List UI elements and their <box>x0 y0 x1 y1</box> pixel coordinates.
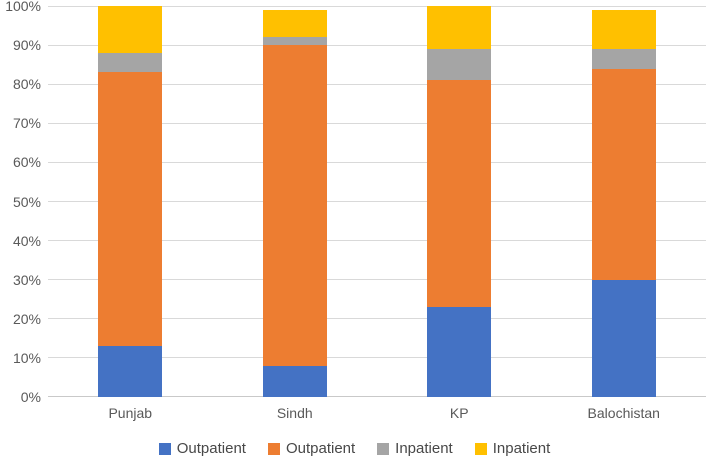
bar-segment-balochistan-series4 <box>591 9 656 50</box>
bar-segment-balochistan-series3 <box>591 49 656 69</box>
legend-label: Inpatient <box>395 440 453 457</box>
bar-slot-balochistan <box>542 6 707 397</box>
x-axis-category-label-punjab: Punjab <box>108 405 153 421</box>
legend-swatch-icon <box>377 443 390 455</box>
gridline-70% <box>48 122 706 124</box>
legend: Outpatient Outpatient Inpatient Inpatient <box>0 441 709 457</box>
y-axis-tick-label: 90% <box>12 37 41 54</box>
gridline-10% <box>48 357 706 359</box>
bar-segment-sindh-series1 <box>262 365 327 397</box>
legend-label: Outpatient <box>176 440 246 457</box>
bar-segment-punjab-series3 <box>98 52 163 73</box>
legend-item-1: Outpatient <box>158 440 246 457</box>
y-axis-tick-label: 50% <box>12 193 41 210</box>
bar-segment-balochistan-series1 <box>591 279 656 397</box>
gridline-60% <box>48 161 706 163</box>
legend-label: Outpatient <box>285 440 356 457</box>
legend-swatch-icon <box>158 443 171 455</box>
plot-area <box>48 5 706 397</box>
legend-item-3: Inpatient <box>377 441 453 457</box>
bar-segment-punjab-series1 <box>98 346 163 397</box>
gridline-80% <box>48 83 706 85</box>
bar-segment-kp-series1 <box>427 307 492 397</box>
stacked-bar-punjab <box>98 6 163 397</box>
stacked-bar-balochistan <box>591 9 656 397</box>
y-axis-tick-label: 70% <box>12 115 41 132</box>
y-axis-tick-label: 10% <box>12 349 41 366</box>
bar-segment-punjab-series4 <box>98 6 163 53</box>
y-axis-tick-label: 40% <box>12 232 41 249</box>
bar-segment-sindh-series4 <box>262 9 327 38</box>
bars-container <box>48 6 706 397</box>
gridline-100% <box>48 5 706 7</box>
stacked-bar-sindh <box>262 9 327 397</box>
stacked-bar-kp <box>427 6 492 397</box>
bar-segment-kp-series3 <box>427 49 492 81</box>
y-axis: 0% 10% 20% 30% 40% 50% 60% 70% 80% 90% 100% <box>0 0 41 404</box>
bar-segment-balochistan-series2 <box>591 68 656 280</box>
x-axis: Punjab Sindh KP Balochistan <box>48 404 706 422</box>
gridline-30% <box>48 279 706 281</box>
bar-slot-punjab <box>48 6 213 397</box>
y-axis-tick-label: 80% <box>12 76 41 93</box>
bar-slot-sindh <box>213 6 378 397</box>
legend-label: Inpatient <box>492 440 551 457</box>
x-axis-category-label-balochistan: Balochistan <box>587 405 660 421</box>
y-axis-tick-label: 100% <box>5 0 41 14</box>
x-axis-category-label-sindh: Sindh <box>276 405 313 421</box>
y-axis-tick-label: 20% <box>12 310 41 327</box>
y-axis-tick-label: 60% <box>12 154 41 171</box>
legend-swatch-icon <box>267 443 280 455</box>
x-axis-category-label-kp: KP <box>449 405 469 421</box>
y-axis-tick-label: 30% <box>12 271 41 288</box>
gridline-90% <box>48 44 706 46</box>
bar-slot-kp <box>377 6 542 397</box>
gridline-20% <box>48 318 706 320</box>
legend-swatch-icon <box>474 443 487 455</box>
bar-segment-kp-series4 <box>427 6 492 50</box>
x-axis-line <box>48 396 706 397</box>
bar-segment-kp-series2 <box>427 80 492 308</box>
legend-item-2: Outpatient <box>267 440 356 457</box>
bar-segment-sindh-series2 <box>262 45 327 366</box>
gridline-40% <box>48 240 706 242</box>
bar-segment-sindh-series3 <box>262 37 327 46</box>
legend-item-4: Inpatient <box>474 440 551 457</box>
bar-segment-punjab-series2 <box>98 72 163 347</box>
gridline-50% <box>48 201 706 202</box>
y-axis-tick-label: 0% <box>20 389 41 405</box>
